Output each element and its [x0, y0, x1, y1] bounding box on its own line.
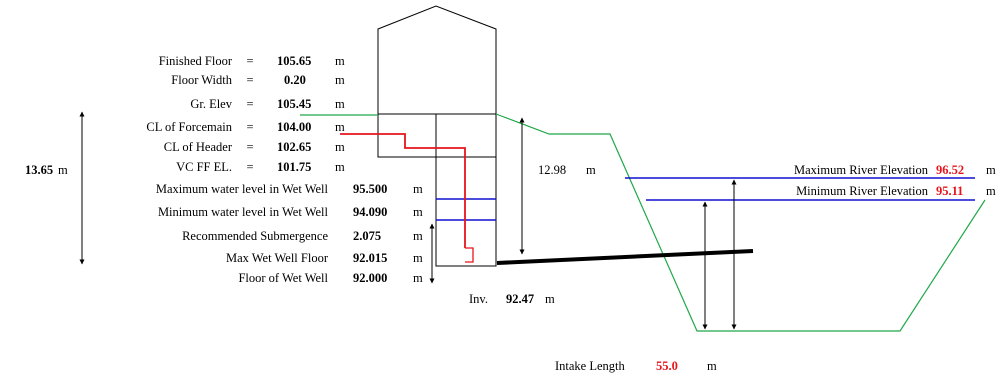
param-eq: = — [246, 120, 253, 134]
parameter-list: Finished Floor = 105.65 m Floor Width = … — [146, 54, 423, 285]
param-label: Recommended Submergence — [182, 229, 328, 243]
param-unit: m — [335, 120, 345, 134]
intake-height-value: 12.98 — [538, 163, 566, 177]
param-eq: = — [246, 54, 253, 68]
param-label: Maximum water level in Wet Well — [156, 182, 329, 196]
param-value: 94.090 — [353, 205, 387, 219]
param-unit: m — [335, 73, 345, 87]
param-eq: = — [246, 160, 253, 174]
param-eq: = — [246, 97, 253, 111]
building-outline — [377, 5, 497, 114]
param-value: 102.65 — [277, 140, 311, 154]
building-base — [377, 113, 497, 158]
param-value: 92.000 — [353, 271, 387, 285]
total-depth-value: 13.65 — [25, 163, 53, 177]
river-channel — [495, 113, 986, 332]
param-label: VC FF EL. — [176, 160, 232, 174]
invert-unit: m — [545, 292, 555, 306]
param-unit: m — [335, 160, 345, 174]
wet-well — [435, 113, 497, 267]
param-value: 2.075 — [353, 229, 381, 243]
param-label: Finished Floor — [159, 54, 233, 68]
invert-label: Inv. — [469, 292, 488, 306]
river-min-label: Minimum River Elevation — [796, 184, 929, 198]
intake-pipe — [496, 249, 754, 265]
forcemain-pipe — [340, 133, 466, 248]
param-label: CL of Header — [164, 140, 233, 154]
param-value: 101.75 — [277, 160, 311, 174]
param-label: Minimum water level in Wet Well — [158, 205, 329, 219]
total-depth-unit: m — [58, 163, 68, 177]
river-max-label: Maximum River Elevation — [794, 163, 929, 177]
param-label: Floor of Wet Well — [238, 271, 328, 285]
river-max-value: 96.52 — [936, 163, 964, 177]
param-value: 105.65 — [277, 54, 311, 68]
invert-value: 92.47 — [506, 292, 534, 306]
pump-suction-bell — [465, 247, 474, 263]
param-eq: = — [246, 73, 253, 87]
intake-length-value: 55.0 — [656, 359, 678, 373]
param-label: Gr. Elev — [190, 97, 232, 111]
param-value: 104.00 — [277, 120, 311, 134]
river-max-unit: m — [986, 163, 996, 177]
param-eq: = — [246, 140, 253, 154]
param-value: 92.015 — [353, 251, 387, 265]
param-value: 0.20 — [284, 73, 306, 87]
intake-length-unit: m — [707, 359, 717, 373]
param-unit: m — [413, 271, 423, 285]
param-label: Max Wet Well Floor — [226, 251, 329, 265]
param-unit: m — [413, 229, 423, 243]
param-unit: m — [335, 54, 345, 68]
param-unit: m — [335, 97, 345, 111]
param-unit: m — [413, 251, 423, 265]
param-value: 105.45 — [277, 97, 311, 111]
param-label: CL of Forcemain — [146, 120, 232, 134]
param-value: 95.500 — [353, 182, 387, 196]
param-label: Floor Width — [171, 73, 232, 87]
param-unit: m — [413, 182, 423, 196]
river-min-unit: m — [986, 184, 996, 198]
param-unit: m — [335, 140, 345, 154]
river-min-value: 95.11 — [936, 184, 963, 198]
intake-length-label: Intake Length — [555, 359, 626, 373]
param-unit: m — [413, 205, 423, 219]
intake-height-unit: m — [586, 163, 596, 177]
